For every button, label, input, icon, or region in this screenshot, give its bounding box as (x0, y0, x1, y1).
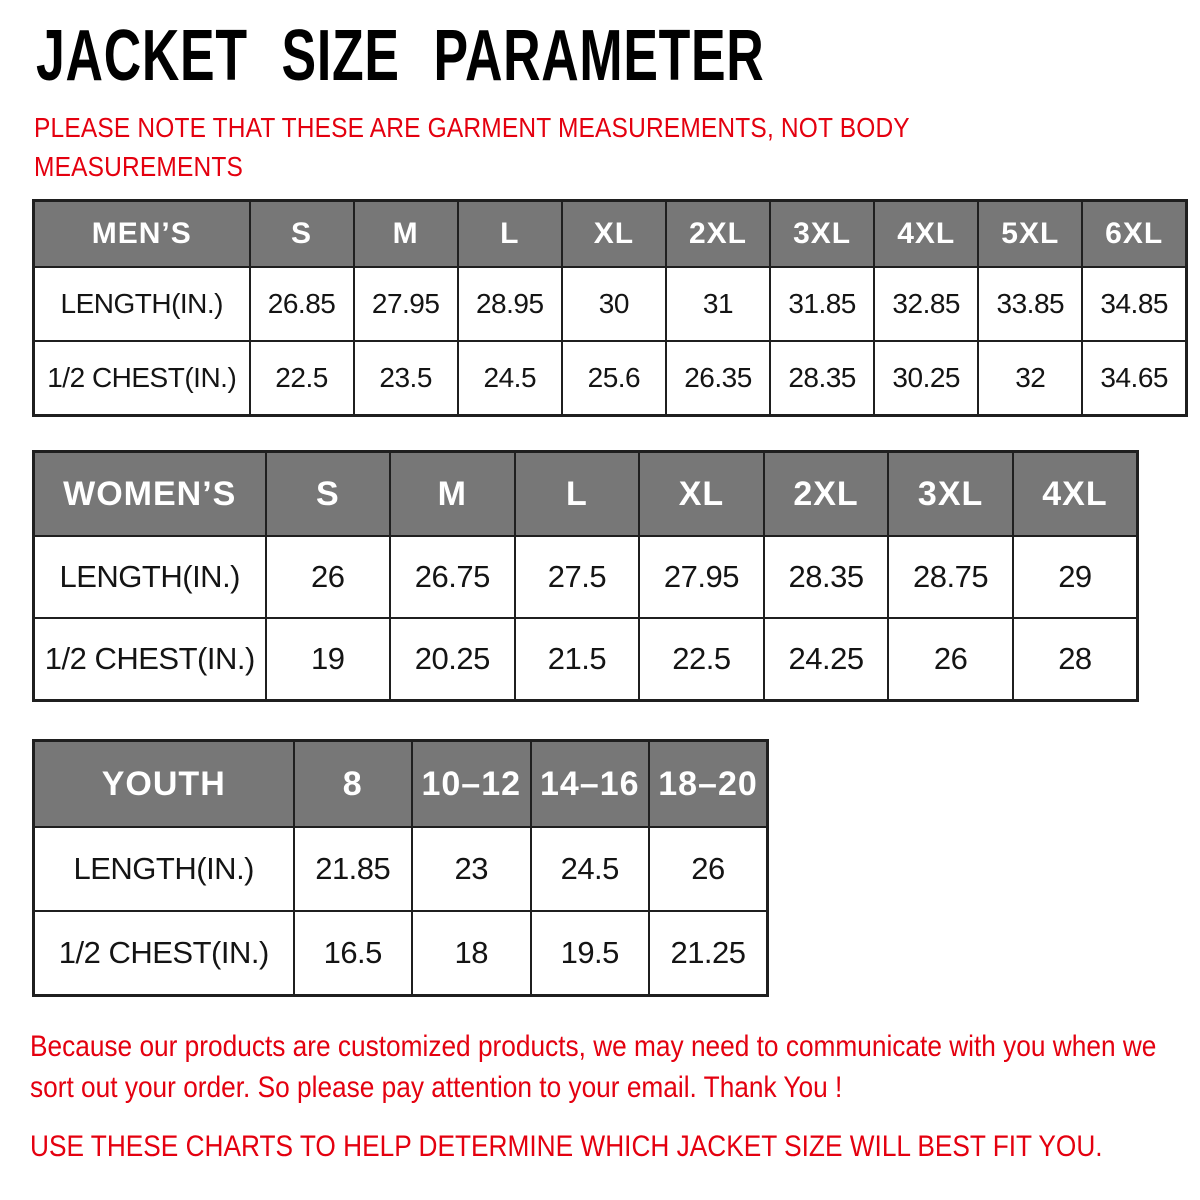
value-cell: 28.35 (769, 340, 876, 417)
garment-measurement-note: PLEASE NOTE THAT THESE ARE GARMENT MEASU… (34, 112, 910, 182)
value-cell: 16.5 (292, 910, 413, 997)
table-title-cell: YOUTH (32, 739, 295, 828)
value-cell: 31.85 (769, 266, 876, 342)
value-cell: 34.65 (1081, 340, 1188, 417)
value-cell: 24.5 (529, 826, 650, 912)
size-header-row: WOMEN’S S M L XL 2XL 3XL 4XL (32, 450, 1139, 537)
size-col-header: 4XL (1011, 450, 1139, 537)
size-col-header: L (456, 199, 563, 268)
size-col-header: 4XL (873, 199, 980, 268)
measurement-row: LENGTH(IN.) 21.85 23 24.5 26 (32, 826, 769, 912)
value-cell: 28 (1011, 617, 1139, 702)
table-title-cell: WOMEN’S (32, 450, 267, 537)
value-cell: 28.95 (456, 266, 563, 342)
value-cell: 34.85 (1081, 266, 1188, 342)
value-cell: 19 (264, 617, 392, 702)
value-cell: 32 (977, 340, 1084, 417)
page-title: JACKET SIZE PARAMETER (36, 16, 765, 96)
size-col-header: M (352, 199, 459, 268)
value-cell: 23.5 (352, 340, 459, 417)
size-col-header: S (264, 450, 392, 537)
value-cell: 21.85 (292, 826, 413, 912)
value-cell: 23 (411, 826, 532, 912)
youth-size-table: YOUTH 8 10–12 14–16 18–20 LENGTH(IN.) 21.85 23 2… (32, 739, 769, 997)
value-cell: 26 (648, 826, 769, 912)
value-cell: 21.25 (648, 910, 769, 997)
value-cell: 24.25 (762, 617, 890, 702)
value-cell: 26.85 (248, 266, 355, 342)
value-cell: 18 (411, 910, 532, 997)
value-cell: 19.5 (529, 910, 650, 997)
customization-notice: Because our products are customized prod… (30, 1030, 1157, 1104)
value-cell: 22.5 (638, 617, 765, 702)
value-cell: 29 (1011, 535, 1139, 619)
size-col-header: 5XL (977, 199, 1084, 268)
value-cell: 27.95 (638, 535, 765, 619)
size-col-header: M (389, 450, 516, 537)
men-size-table: MEN’S S M L XL 2XL 3XL 4XL 5XL 6XL LENGTH(IN.) 26.8… (32, 199, 1188, 417)
value-cell: 24.5 (456, 340, 563, 417)
size-col-header: 3XL (887, 450, 1014, 537)
size-col-header: 2XL (762, 450, 890, 537)
value-cell: 26 (887, 617, 1014, 702)
row-label-cell: 1/2 CHEST(IN.) (32, 617, 267, 702)
value-cell: 33.85 (977, 266, 1084, 342)
value-cell: 20.25 (389, 617, 516, 702)
size-col-header: 10–12 (411, 739, 532, 828)
value-cell: 26 (264, 535, 392, 619)
size-col-header: L (513, 450, 641, 537)
value-cell: 27.5 (513, 535, 641, 619)
women-size-table: WOMEN’S S M L XL 2XL 3XL 4XL LENGTH(IN.) 26 26.75 2… (32, 450, 1139, 702)
size-col-header: S (248, 199, 355, 268)
value-cell: 30.25 (873, 340, 980, 417)
value-cell: 31 (664, 266, 772, 342)
row-label-cell: 1/2 CHEST(IN.) (32, 910, 295, 997)
row-label-cell: LENGTH(IN.) (32, 535, 267, 619)
measurement-row: 1/2 CHEST(IN.) 22.5 23.5 24.5 25.6 26.35 28.35… (32, 340, 1188, 417)
value-cell: 32.85 (873, 266, 980, 342)
table-title-cell: MEN’S (32, 199, 251, 268)
size-col-header: XL (638, 450, 765, 537)
value-cell: 25.6 (560, 340, 667, 417)
value-cell: 28.75 (887, 535, 1014, 619)
size-col-header: 14–16 (529, 739, 650, 828)
measurement-row: LENGTH(IN.) 26 26.75 27.5 27.95 28.35 28.75 29 (32, 535, 1139, 619)
value-cell: 22.5 (248, 340, 355, 417)
row-label-cell: 1/2 CHEST(IN.) (32, 340, 251, 417)
chart-usage-note: USE THESE CHARTS TO HELP DETERMINE WHICH… (30, 1130, 1103, 1163)
value-cell: 28.35 (762, 535, 890, 619)
value-cell: 26.75 (389, 535, 516, 619)
row-label-cell: LENGTH(IN.) (32, 266, 251, 342)
value-cell: 30 (560, 266, 667, 342)
value-cell: 27.95 (352, 266, 459, 342)
measurement-row: 1/2 CHEST(IN.) 19 20.25 21.5 22.5 24.25 26 28 (32, 617, 1139, 702)
size-header-row: MEN’S S M L XL 2XL 3XL 4XL 5XL 6XL (32, 199, 1188, 268)
row-label-cell: LENGTH(IN.) (32, 826, 295, 912)
value-cell: 26.35 (664, 340, 772, 417)
measurement-row: LENGTH(IN.) 26.85 27.95 28.95 30 31 31.85 32.85… (32, 266, 1188, 342)
size-col-header: 3XL (769, 199, 876, 268)
size-col-header: 2XL (664, 199, 772, 268)
measurement-row: 1/2 CHEST(IN.) 16.5 18 19.5 21.25 (32, 910, 769, 997)
size-col-header: XL (560, 199, 667, 268)
size-col-header: 6XL (1081, 199, 1188, 268)
size-col-header: 8 (292, 739, 413, 828)
value-cell: 21.5 (513, 617, 641, 702)
size-header-row: YOUTH 8 10–12 14–16 18–20 (32, 739, 769, 828)
size-col-header: 18–20 (648, 739, 769, 828)
